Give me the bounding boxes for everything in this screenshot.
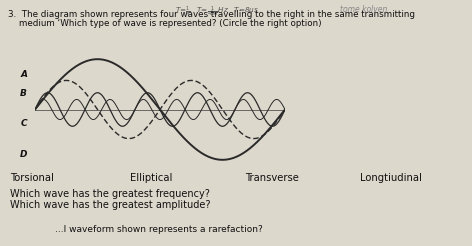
Text: Transverse: Transverse <box>245 173 299 183</box>
Text: A: A <box>20 70 27 78</box>
Text: C: C <box>21 119 27 128</box>
Text: ...l waveform shown represents a rarefaction?: ...l waveform shown represents a rarefac… <box>55 226 263 234</box>
Text: Torsional: Torsional <box>10 173 54 183</box>
Text: Longtiudinal: Longtiudinal <box>360 173 422 183</box>
Text: medium ‘Which type of wave is represented? (Circle the right option): medium ‘Which type of wave is represente… <box>8 19 321 28</box>
Text: Which wave has the greatest amplitude?: Which wave has the greatest amplitude? <box>10 200 211 210</box>
Text: Elliptical: Elliptical <box>130 173 172 183</box>
Text: B: B <box>20 89 27 97</box>
Text: tome kolven: tome kolven <box>340 5 388 14</box>
Text: 3.  The diagram shown represents four waves travelling to the right in the same : 3. The diagram shown represents four wav… <box>8 10 415 19</box>
Text: D: D <box>20 150 27 159</box>
Text: T=$\frac{1}{4}$   T=$\frac{1}{456}$Hz   T=8$\mu$s: T=$\frac{1}{4}$ T=$\frac{1}{456}$Hz T=8$… <box>175 5 259 19</box>
Text: Which wave has the greatest frequency?: Which wave has the greatest frequency? <box>10 189 210 199</box>
